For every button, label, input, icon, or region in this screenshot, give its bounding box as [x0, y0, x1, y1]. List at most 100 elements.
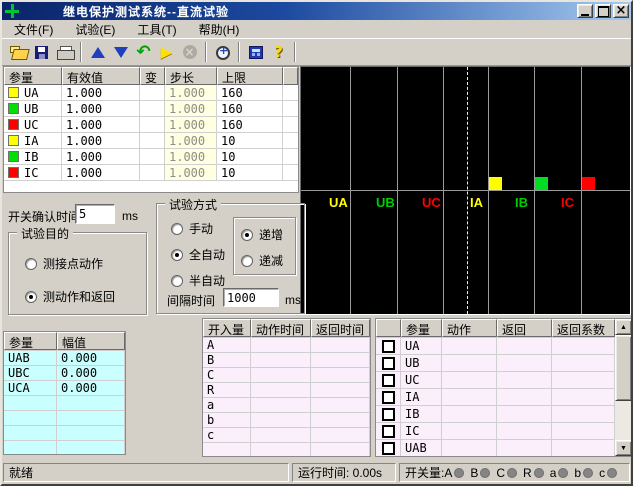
print-button[interactable]	[53, 41, 76, 63]
switch-label: 开关量:	[405, 466, 445, 480]
radio-full-auto[interactable]: 全自动	[171, 246, 225, 263]
result-name: IA	[401, 389, 442, 405]
col-param: 参量	[401, 319, 442, 337]
param-variable-cell[interactable]	[140, 117, 165, 132]
menu-tools[interactable]: 工具(T)	[137, 22, 177, 37]
col-param: 参量	[4, 332, 57, 350]
maximize-button[interactable]	[595, 4, 611, 18]
param-step-cell[interactable]: 1.000	[165, 85, 217, 100]
color-swatch	[8, 87, 19, 98]
calculator-button[interactable]	[244, 41, 267, 63]
param-value-cell[interactable]: 1.000	[62, 85, 140, 100]
radio-icon	[25, 290, 37, 303]
mode-group-title: 试验方式	[165, 196, 222, 213]
param-value-cell[interactable]: 1.000	[62, 149, 140, 164]
radio-semi-auto[interactable]: 半自动	[171, 272, 225, 289]
param-step-cell[interactable]: 1.000	[165, 165, 217, 180]
param-limit-cell[interactable]: 160	[217, 101, 283, 116]
table-row: UBC 0.000	[4, 366, 125, 381]
radio-decrease[interactable]: 递减	[241, 252, 283, 269]
param-limit-cell[interactable]: 160	[217, 117, 283, 132]
waveform-chart: UA UB UC IA IB IC	[300, 66, 631, 315]
checkbox[interactable]	[381, 373, 395, 387]
menu-file[interactable]: 文件(F)	[14, 22, 54, 37]
checkbox[interactable]	[381, 407, 395, 421]
confirm-time-input[interactable]	[75, 204, 115, 224]
table-row: IB 1.000 1.000 10	[4, 149, 298, 165]
param-variable-cell[interactable]	[140, 101, 165, 116]
checkbox[interactable]	[381, 339, 395, 353]
scroll-up-button[interactable]: ▲	[615, 319, 631, 335]
param-limit-cell[interactable]: 10	[217, 133, 283, 148]
param-step-cell[interactable]: 1.000	[165, 133, 217, 148]
param-step-cell[interactable]: 1.000	[165, 149, 217, 164]
toolbar-separator	[294, 42, 296, 62]
param-value-cell[interactable]: 1.000	[62, 117, 140, 132]
param-variable-cell[interactable]	[140, 85, 165, 100]
step-down-button[interactable]	[109, 41, 132, 63]
checkbox[interactable]	[381, 356, 395, 370]
color-swatch	[8, 103, 19, 114]
menu-help[interactable]: 帮助(H)	[198, 22, 240, 37]
checkbox[interactable]	[381, 390, 395, 404]
param-variable-cell[interactable]	[140, 165, 165, 180]
menu-test[interactable]: 试验(E)	[75, 22, 116, 37]
param-value-cell[interactable]: 1.000	[62, 133, 140, 148]
table-row	[4, 396, 125, 411]
purpose-group: 试验目的 测接点动作 测动作和返回	[8, 225, 147, 315]
radio-manual[interactable]: 手动	[171, 220, 213, 237]
radio-increase[interactable]: 递增	[241, 226, 283, 243]
scroll-track[interactable]	[615, 401, 631, 440]
save-button[interactable]	[30, 41, 53, 63]
param-value-cell[interactable]: 1.000	[62, 165, 140, 180]
param-limit-cell[interactable]: 10	[217, 149, 283, 164]
param-step-cell[interactable]: 1.000	[165, 101, 217, 116]
switch-b: B	[470, 465, 479, 480]
minimize-button[interactable]	[577, 4, 593, 18]
checkbox[interactable]	[381, 441, 395, 455]
radio-label: 全自动	[189, 248, 226, 262]
status-ready: 就绪	[3, 463, 289, 482]
marker-ia	[489, 177, 502, 190]
amp-value: 0.000	[57, 381, 125, 395]
toolbar	[2, 38, 631, 66]
scroll-down-button[interactable]: ▼	[615, 440, 631, 456]
parameter-table: 参量 有效值 变 步长 上限 UA 1.000 1.000 160 UB 1.0…	[3, 66, 299, 193]
param-variable-cell[interactable]	[140, 149, 165, 164]
color-swatch	[8, 151, 19, 162]
param-variable-cell[interactable]	[140, 133, 165, 148]
help-button[interactable]	[267, 41, 290, 63]
titlebar[interactable]: 继电保护测试系统--直流试验	[2, 2, 631, 20]
scroll-thumb[interactable]	[615, 335, 631, 401]
chart-label-ic: IC	[561, 195, 574, 210]
param-step-cell[interactable]: 1.000	[165, 117, 217, 132]
step-up-button[interactable]	[86, 41, 109, 63]
zoom-icon	[215, 44, 230, 60]
param-name: UC	[24, 117, 39, 132]
start-button[interactable]	[155, 41, 178, 63]
param-limit-cell[interactable]: 10	[217, 165, 283, 180]
radio-icon	[25, 257, 37, 270]
zoom-button[interactable]	[211, 41, 234, 63]
col-action-time: 动作时间	[251, 319, 311, 337]
close-button[interactable]	[613, 4, 629, 18]
save-icon	[35, 45, 48, 59]
open-button[interactable]	[7, 41, 30, 63]
col-amplitude: 幅值	[57, 332, 125, 350]
stop-button[interactable]	[178, 41, 201, 63]
param-value-cell[interactable]: 1.000	[62, 101, 140, 116]
toolbar-separator	[205, 42, 207, 62]
param-limit-cell[interactable]: 160	[217, 85, 283, 100]
radio-contact-action[interactable]: 测接点动作	[25, 255, 103, 272]
scrollbar: ▲ ▼	[615, 319, 631, 456]
table-row: IC	[376, 423, 615, 440]
input-name: C	[203, 368, 251, 382]
amp-name: UBC	[4, 366, 57, 380]
checkbox[interactable]	[381, 424, 395, 438]
color-swatch	[8, 167, 19, 178]
reset-button[interactable]	[132, 41, 155, 63]
amp-value: 0.000	[57, 351, 125, 365]
interval-input[interactable]	[223, 288, 279, 307]
radio-action-return[interactable]: 测动作和返回	[25, 288, 115, 305]
led-b2-icon	[583, 467, 594, 478]
